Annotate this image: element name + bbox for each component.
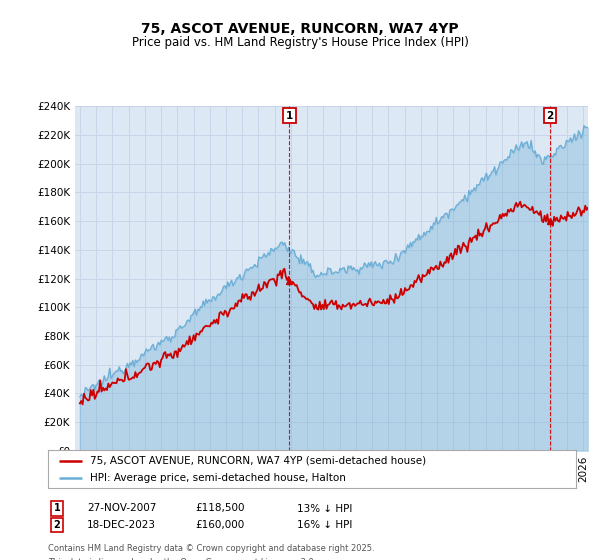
Text: 16% ↓ HPI: 16% ↓ HPI [297, 520, 352, 530]
Text: £118,500: £118,500 [195, 503, 245, 514]
Text: 1: 1 [53, 503, 61, 514]
Text: Contains HM Land Registry data © Crown copyright and database right 2025.
This d: Contains HM Land Registry data © Crown c… [48, 544, 374, 560]
Text: 75, ASCOT AVENUE, RUNCORN, WA7 4YP (semi-detached house): 75, ASCOT AVENUE, RUNCORN, WA7 4YP (semi… [90, 456, 427, 466]
Text: 2: 2 [547, 111, 554, 121]
Text: 27-NOV-2007: 27-NOV-2007 [87, 503, 157, 514]
Text: 75, ASCOT AVENUE, RUNCORN, WA7 4YP: 75, ASCOT AVENUE, RUNCORN, WA7 4YP [141, 22, 459, 36]
Text: Price paid vs. HM Land Registry's House Price Index (HPI): Price paid vs. HM Land Registry's House … [131, 36, 469, 49]
Text: £160,000: £160,000 [195, 520, 244, 530]
Text: 13% ↓ HPI: 13% ↓ HPI [297, 503, 352, 514]
Text: 2: 2 [53, 520, 61, 530]
Text: 1: 1 [286, 111, 293, 121]
Text: HPI: Average price, semi-detached house, Halton: HPI: Average price, semi-detached house,… [90, 473, 346, 483]
Text: 18-DEC-2023: 18-DEC-2023 [87, 520, 156, 530]
